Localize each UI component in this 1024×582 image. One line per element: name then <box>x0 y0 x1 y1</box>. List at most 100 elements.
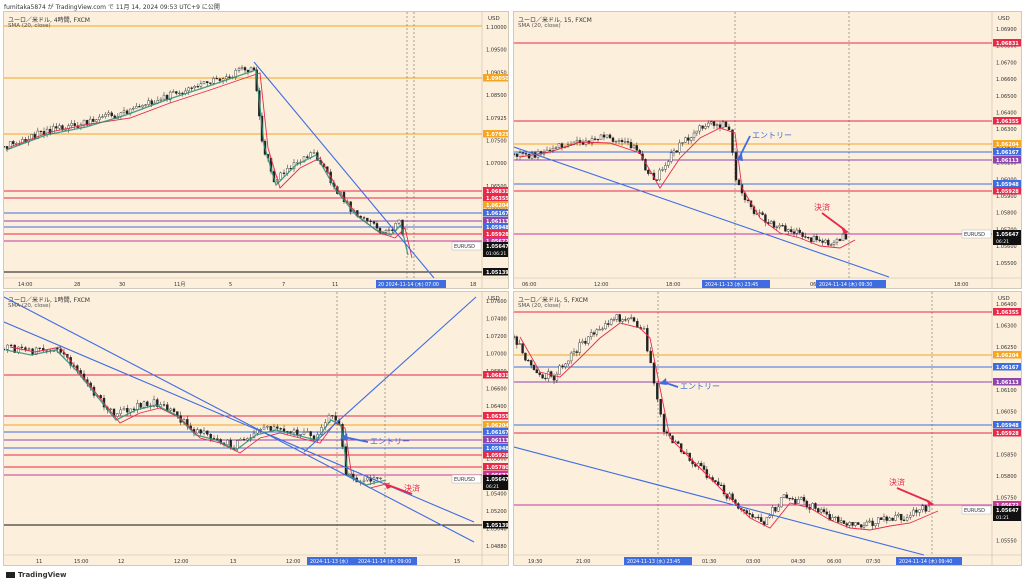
candle-body <box>178 92 181 95</box>
candle-body <box>679 443 683 453</box>
price-tag <box>483 209 508 217</box>
candle-body <box>722 485 726 495</box>
candle-body <box>67 125 70 130</box>
current-price-tag <box>993 230 1021 245</box>
price-tag-label: 1.05139 <box>486 270 509 276</box>
price-tag <box>993 378 1021 386</box>
price-tick-label: 1.09500 <box>486 48 507 54</box>
trend-line <box>514 446 925 556</box>
candle-body <box>236 440 239 449</box>
candle-body <box>162 404 166 406</box>
candle-body <box>815 236 819 241</box>
time-tick-label: 01:30 <box>702 559 716 565</box>
candle-body <box>614 141 618 143</box>
price-tick-label: 1.06900 <box>996 27 1017 33</box>
candle-body <box>92 118 95 122</box>
panel-title: ユーロ／米ドル, 15, FXCM <box>518 17 592 24</box>
candle-body <box>384 229 388 233</box>
candle-body <box>632 145 636 149</box>
time-highlight <box>702 280 770 288</box>
candle-body <box>835 238 839 243</box>
candle-body <box>246 69 250 72</box>
candle-body <box>369 220 372 222</box>
candle-body <box>302 431 306 435</box>
candle-body <box>778 225 781 228</box>
price-tag-label: 1.07925 <box>486 132 509 138</box>
candle-body <box>156 399 159 407</box>
candle-body <box>119 409 122 414</box>
candle-body <box>59 348 62 353</box>
candle-body <box>225 76 228 79</box>
candle-body <box>282 428 286 432</box>
candle-body <box>737 179 741 186</box>
candle-body <box>98 116 101 120</box>
chart-panel-4h[interactable]: 1.10000 1.09500 1.09050 1.08500 1.07925 1.075… <box>3 11 509 289</box>
symbol-tag <box>451 474 482 484</box>
price-tag <box>483 451 508 459</box>
time-tick-label: 12 <box>118 559 124 565</box>
price-tag <box>483 428 508 436</box>
price-tick-label: 1.06300 <box>996 127 1017 133</box>
candle-body <box>122 110 126 113</box>
candle-body <box>795 229 799 234</box>
price-tag <box>483 471 508 479</box>
candle-body <box>745 510 749 514</box>
time-tick-label: 12:00 <box>174 559 188 565</box>
current-price-tag <box>483 475 508 490</box>
sma-line <box>519 322 939 531</box>
chart-panel-15m[interactable]: 1.06900 1.06800 1.06700 1.06600 1.06500 1.064… <box>513 11 1022 289</box>
candle-body <box>269 426 272 431</box>
price-tag-label: 1.05928 <box>996 431 1019 437</box>
candle-body <box>524 352 527 361</box>
exit-arrow-head-icon <box>841 227 849 234</box>
candle-body <box>5 146 9 149</box>
candle-body <box>757 516 760 519</box>
candle-body <box>636 321 639 328</box>
candle-body <box>104 114 107 117</box>
candle-body <box>226 439 229 446</box>
candle-body <box>24 347 27 350</box>
candle-body <box>707 122 710 127</box>
candle-body <box>296 429 299 435</box>
price-tick-label: 1.06100 <box>996 161 1017 167</box>
time-tick-label: 15:00 <box>74 559 88 565</box>
current-price-tag <box>993 506 1021 521</box>
price-tag-label: 1.06204 <box>486 423 509 429</box>
candle-body <box>842 520 846 524</box>
price-tick-label: 1.06100 <box>996 388 1017 394</box>
candle-body <box>839 520 843 523</box>
candle-body <box>784 225 787 232</box>
price-tag-label: 1.06204 <box>996 142 1019 148</box>
price-tick-label: 1.06600 <box>996 77 1017 83</box>
candle-body <box>99 395 102 399</box>
price-tag-label: 1.05139 <box>486 523 509 529</box>
candle-body <box>604 323 607 330</box>
price-tick-label: 1.10000 <box>486 25 507 31</box>
candle-body <box>52 126 55 134</box>
price-tick-label: 1.05750 <box>996 496 1017 502</box>
candle-body <box>665 431 669 434</box>
chart-panel-1h[interactable]: 1.076001.074001.072001.070001.068001.066… <box>3 291 509 566</box>
candle-body <box>362 217 366 219</box>
candle-body <box>656 382 659 400</box>
candle-body <box>292 429 296 433</box>
candle-body <box>514 336 516 338</box>
candle-body <box>727 126 731 130</box>
panel-title: ユーロ／米ドル, 5, FXCM <box>518 297 588 304</box>
price-tag <box>993 308 1021 316</box>
candle-body <box>589 332 593 338</box>
candle-body <box>785 494 789 499</box>
candle-body <box>521 343 524 354</box>
candle-body <box>838 238 842 241</box>
time-highlight-label: 2024-11-14 (木) 09:40 <box>899 558 952 565</box>
candle-body <box>33 134 36 139</box>
candle-body <box>527 359 530 362</box>
candle-body <box>132 107 135 110</box>
entry-label: エントリー <box>752 131 792 140</box>
publish-header: fumitaka5874 が TradingView.com で 11月 14,… <box>4 4 220 11</box>
current-price-tag <box>483 242 508 257</box>
candle-body <box>55 126 58 129</box>
candle-body <box>309 431 312 436</box>
price-tag-label: 1.06113 <box>996 158 1019 164</box>
chart-panel-5m[interactable]: 1.064001.063001.062501.062001.061001.060… <box>513 291 1022 566</box>
